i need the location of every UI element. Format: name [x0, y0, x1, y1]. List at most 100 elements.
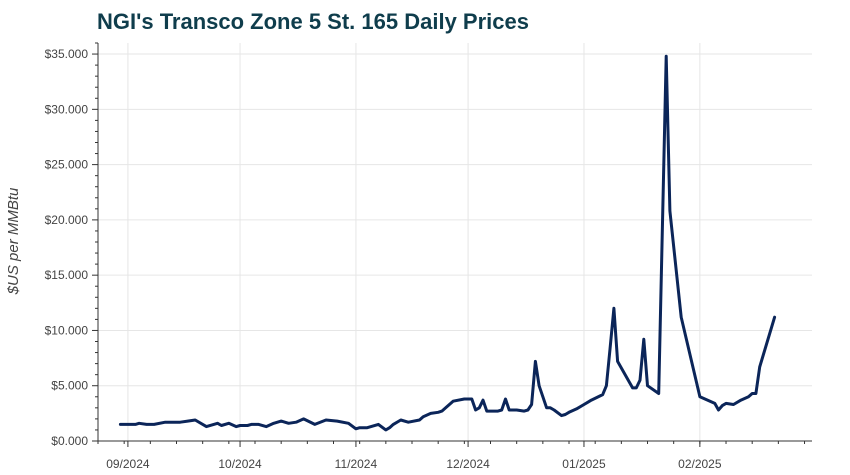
y-tick-label: $0.000 [51, 434, 88, 448]
data-point [504, 398, 506, 400]
x-tick-label: 12/2024 [446, 457, 490, 471]
data-point [773, 316, 775, 318]
data-point [153, 423, 155, 425]
data-point [392, 423, 394, 425]
data-point [515, 409, 517, 411]
data-point [187, 420, 189, 422]
data-point [358, 427, 360, 429]
chart-title: NGI's Transco Zone 5 St. 165 Daily Price… [97, 9, 529, 34]
data-point [714, 402, 716, 404]
data-point [725, 402, 727, 404]
data-point [164, 421, 166, 423]
x-tick-label: 09/2024 [106, 457, 150, 471]
data-point [755, 392, 757, 394]
y-tick-label: $20.000 [45, 213, 89, 227]
data-point [530, 403, 532, 405]
data-point [385, 429, 387, 431]
y-tick-label: $35.000 [45, 47, 89, 61]
data-point [347, 422, 349, 424]
data-point [523, 410, 525, 412]
data-point [134, 423, 136, 425]
data-point [631, 387, 633, 389]
data-point [717, 409, 719, 411]
data-point [336, 420, 338, 422]
data-point [280, 420, 282, 422]
data-point [486, 410, 488, 412]
data-point [758, 366, 760, 368]
data-point [553, 409, 555, 411]
data-point [646, 385, 648, 387]
data-point [228, 422, 230, 424]
data-point [366, 427, 368, 429]
data-point [560, 414, 562, 416]
x-tick-label: 10/2024 [218, 457, 262, 471]
data-point [721, 404, 723, 406]
data-point [272, 422, 274, 424]
y-tick-label: $10.000 [45, 323, 89, 337]
y-tick-label: $15.000 [45, 268, 89, 282]
data-point [564, 413, 566, 415]
data-point [325, 419, 327, 421]
data-point [250, 423, 252, 425]
data-point [658, 392, 660, 394]
data-point [751, 392, 753, 394]
data-point [613, 307, 615, 309]
data-point [235, 425, 237, 427]
data-point [430, 412, 432, 414]
data-point [497, 410, 499, 412]
x-tick-label: 11/2024 [335, 457, 378, 471]
data-point [587, 401, 589, 403]
data-point [418, 419, 420, 421]
grid-lines [98, 43, 812, 442]
y-tick-label: $30.000 [45, 102, 89, 116]
data-point [575, 408, 577, 410]
data-point [246, 424, 248, 426]
data-point [407, 421, 409, 423]
data-point [168, 421, 170, 423]
data-point [437, 411, 439, 413]
data-point [220, 424, 222, 426]
series-line [118, 54, 777, 432]
data-point [295, 421, 297, 423]
data-point [538, 385, 540, 387]
data-point [205, 425, 207, 427]
data-point [680, 316, 682, 318]
data-point [258, 423, 260, 425]
data-point [145, 423, 147, 425]
data-point [119, 423, 121, 425]
data-point [545, 407, 547, 409]
data-point [314, 423, 316, 425]
series-layer [118, 54, 777, 432]
data-point [444, 407, 446, 409]
y-tick-label: $5.000 [51, 379, 88, 393]
data-point [635, 387, 637, 389]
data-point [699, 396, 701, 398]
data-point [287, 422, 289, 424]
data-point [422, 415, 424, 417]
x-tick-label: 01/2025 [562, 457, 606, 471]
data-point [377, 423, 379, 425]
data-point [452, 400, 454, 402]
data-point [400, 419, 402, 421]
data-point [388, 427, 390, 429]
data-point [471, 398, 473, 400]
data-point [482, 399, 484, 401]
data-point [732, 403, 734, 405]
data-point [665, 55, 667, 57]
data-point [549, 407, 551, 409]
data-point [194, 419, 196, 421]
data-point [239, 424, 241, 426]
data-point [138, 422, 140, 424]
data-point [747, 396, 749, 398]
data-point [265, 425, 267, 427]
data-point [590, 399, 592, 401]
axes: $0.000 $5.000 $10.000 $15.000 $20.000 $25.000… [45, 42, 812, 471]
data-point [216, 422, 218, 424]
x-tick-label: 02/2025 [678, 457, 722, 471]
data-point [583, 403, 585, 405]
data-point [474, 409, 476, 411]
data-point [501, 409, 503, 411]
data-point [643, 338, 645, 340]
data-point [302, 418, 304, 420]
